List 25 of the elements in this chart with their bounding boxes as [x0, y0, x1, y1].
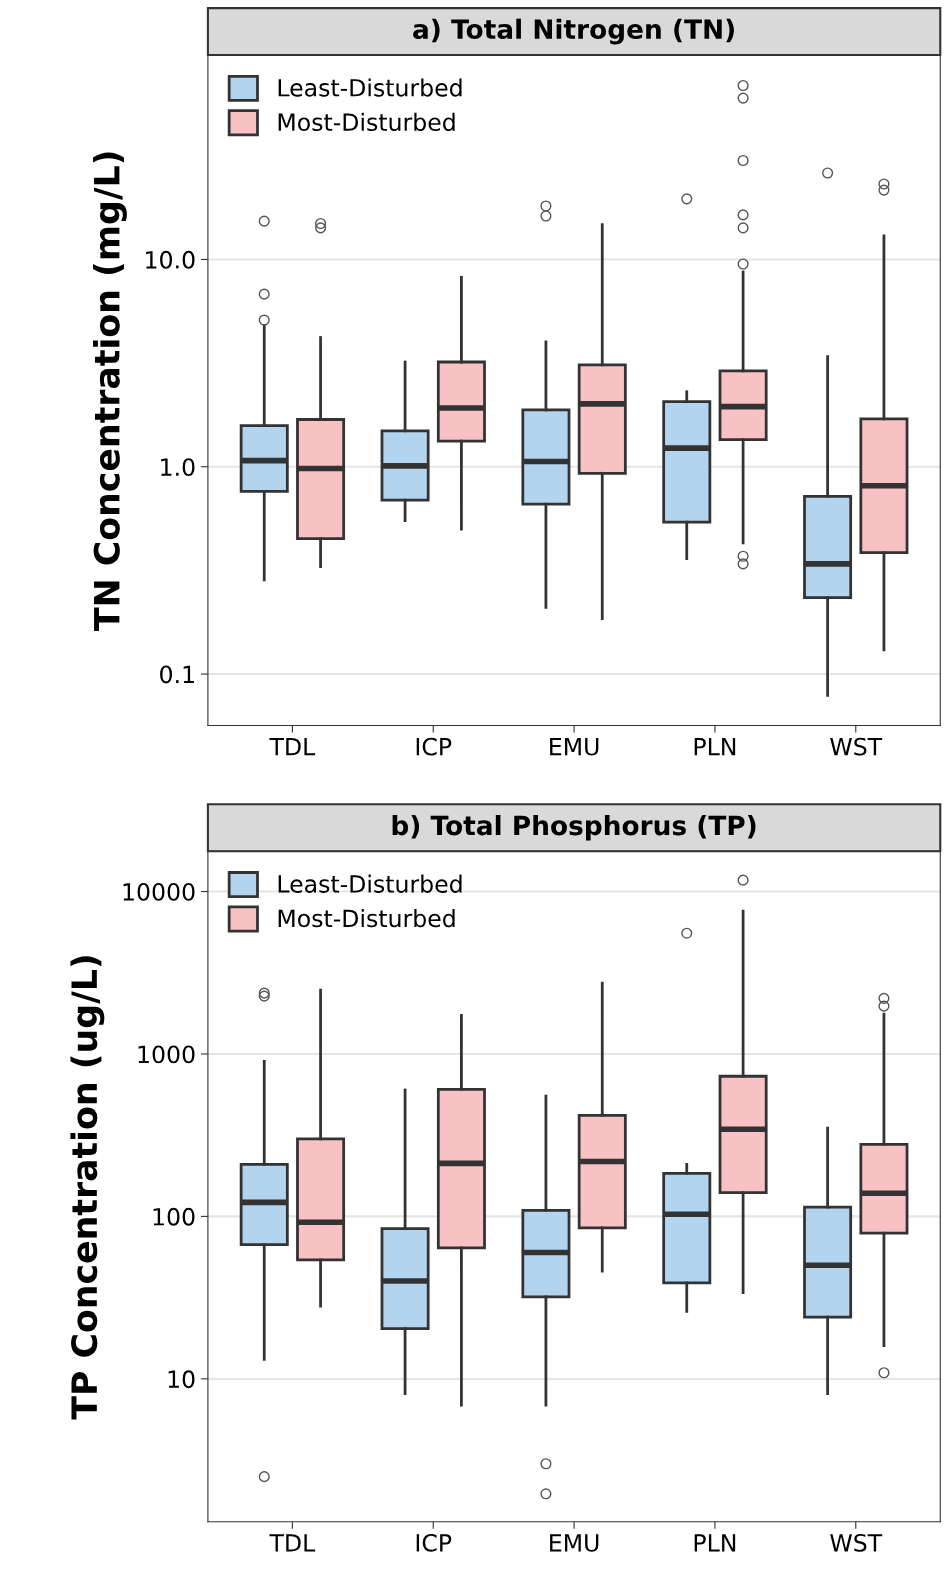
- legend-label: Least-Disturbed: [278, 78, 462, 97]
- y-tick-label: 10.0: [146, 250, 195, 269]
- x-tick-label: TDL: [269, 738, 316, 756]
- y-tick-label: 10: [168, 1370, 195, 1389]
- y-axis-title: TN Concentration (mg/L): [92, 152, 127, 631]
- x-tick-label: WST: [830, 1533, 883, 1552]
- chart-title: b) Total Phosphorus (TP): [392, 815, 756, 841]
- legend-label: Most-Disturbed: [278, 909, 455, 928]
- x-tick-label: WST: [830, 737, 883, 756]
- y-axis-title: TP Concentration (ug/L): [70, 956, 105, 1420]
- x-tick-label: PLN: [694, 1534, 736, 1552]
- x-tick-label: TDL: [269, 1534, 316, 1552]
- y-tick-label: 10000: [123, 882, 195, 901]
- x-tick-label: PLN: [694, 738, 736, 756]
- y-tick-label: 100: [153, 1207, 195, 1226]
- y-tick-label: 1000: [138, 1045, 195, 1064]
- y-tick-label: 1.0: [161, 458, 195, 477]
- x-tick-label: EMU: [550, 1534, 599, 1552]
- chart-title: a) Total Nitrogen (TN): [413, 18, 734, 45]
- y-tick-label: 0.1: [160, 665, 194, 684]
- legend-label: Most-Disturbed: [278, 112, 455, 132]
- x-tick-label: EMU: [550, 738, 599, 756]
- legend-label: Least-Disturbed: [278, 874, 462, 893]
- x-tick-label: ICP: [416, 1533, 452, 1552]
- x-tick-label: ICP: [416, 737, 452, 756]
